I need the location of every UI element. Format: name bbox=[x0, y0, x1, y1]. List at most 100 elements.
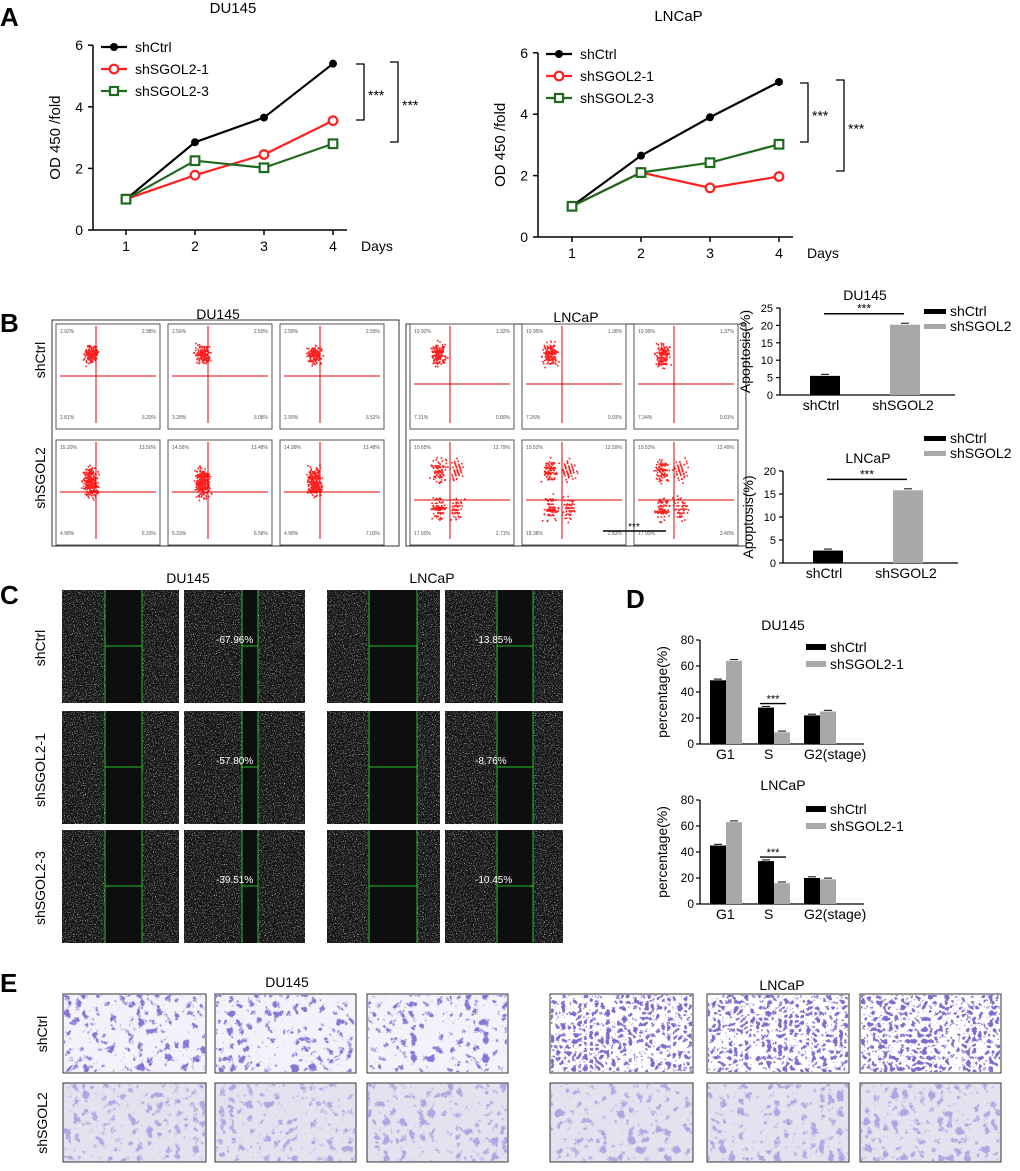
flow-dot bbox=[310, 468, 313, 470]
flow-dot bbox=[433, 348, 435, 350]
flow-dot bbox=[436, 516, 438, 519]
flow-dot bbox=[88, 475, 90, 478]
flow-dot bbox=[452, 509, 455, 511]
flow-dot bbox=[196, 358, 198, 361]
flow-dot bbox=[442, 347, 445, 350]
flow-dot bbox=[661, 512, 664, 514]
cycle-title: LNCaP bbox=[760, 777, 805, 793]
transwell-title-lncap: LNCaP bbox=[759, 977, 804, 993]
legend-label: shCtrl bbox=[830, 801, 867, 817]
flow-dot bbox=[198, 476, 200, 478]
wound-row-label: shSGOL2-3 bbox=[32, 851, 48, 925]
flow-dot bbox=[544, 471, 547, 473]
flow-dot bbox=[320, 348, 323, 351]
flow-dot bbox=[201, 355, 204, 357]
flow-dot bbox=[84, 356, 87, 358]
flow-dot bbox=[439, 463, 441, 466]
flow-dot bbox=[677, 465, 679, 468]
flow-dot bbox=[204, 477, 207, 479]
flow-dot bbox=[92, 485, 95, 487]
flow-dot bbox=[313, 470, 316, 473]
flow-dot bbox=[431, 517, 433, 520]
flow-dot bbox=[310, 355, 313, 358]
flow-dot bbox=[441, 346, 444, 349]
flow-dot bbox=[655, 467, 658, 470]
flow-dot bbox=[669, 346, 671, 348]
flow-dot bbox=[205, 362, 207, 365]
flow-dot bbox=[684, 457, 686, 459]
flow-dot bbox=[196, 352, 199, 354]
flow-dot bbox=[547, 514, 549, 516]
flow-dot bbox=[665, 363, 668, 366]
data-point bbox=[704, 157, 716, 169]
flow-dot bbox=[193, 352, 196, 354]
flow-dot bbox=[86, 472, 88, 475]
panel-label-a: A bbox=[0, 2, 19, 32]
flow-dot bbox=[86, 479, 89, 482]
flow-dot bbox=[666, 357, 668, 359]
flow-dot bbox=[441, 476, 443, 479]
flow-dot bbox=[451, 509, 453, 512]
flow-dot bbox=[87, 355, 90, 358]
flow-dot bbox=[316, 483, 318, 486]
flow-dot bbox=[203, 471, 206, 473]
flow-dot bbox=[203, 357, 206, 360]
flow-dot bbox=[199, 345, 201, 348]
flow-dot bbox=[433, 515, 436, 517]
flow-dot bbox=[89, 346, 92, 348]
flow-dot bbox=[456, 469, 459, 471]
flow-row-label-shsgol2: shSGOL2 bbox=[32, 447, 48, 509]
flow-dot bbox=[200, 475, 203, 478]
flow-dot bbox=[202, 490, 205, 492]
flow-dot bbox=[315, 360, 317, 363]
flow-dot bbox=[442, 512, 445, 515]
flow-dot bbox=[89, 492, 92, 494]
flow-dot bbox=[665, 501, 668, 503]
flow-dot bbox=[553, 352, 556, 355]
quadrant-q2: 13.48% bbox=[363, 445, 381, 451]
bar-shSGOL2-1-S bbox=[774, 883, 790, 904]
flow-dot bbox=[451, 505, 454, 508]
flow-dot bbox=[665, 351, 667, 354]
flow-dot bbox=[317, 471, 320, 473]
flow-dot bbox=[315, 358, 318, 361]
flow-dot bbox=[206, 483, 209, 486]
flow-dot bbox=[459, 465, 461, 468]
quadrant-q2: 2.50% bbox=[254, 329, 269, 335]
flow-dot bbox=[87, 479, 90, 481]
flow-dot bbox=[568, 467, 571, 469]
flow-dot bbox=[87, 480, 90, 483]
flow-dot bbox=[88, 351, 91, 354]
bar-shCtrl-G1 bbox=[710, 680, 726, 744]
flow-dot bbox=[551, 478, 553, 481]
flow-dot bbox=[663, 346, 666, 349]
flow-dot bbox=[311, 364, 313, 367]
flow-dot bbox=[93, 489, 96, 492]
flow-dot bbox=[549, 469, 551, 471]
flow-dot bbox=[553, 358, 555, 361]
flow-dot bbox=[434, 354, 437, 357]
y-tick-label: 10 bbox=[761, 355, 773, 367]
flow-dot bbox=[86, 477, 88, 479]
flow-dot bbox=[314, 495, 316, 498]
flow-dot bbox=[87, 358, 89, 361]
flow-dot bbox=[552, 349, 555, 352]
flow-dot bbox=[440, 351, 443, 354]
flow-dot bbox=[316, 477, 318, 480]
flow-dot bbox=[665, 505, 667, 507]
flow-dot bbox=[549, 467, 552, 469]
flow-dot bbox=[201, 349, 203, 352]
data-point bbox=[775, 77, 783, 86]
y-tick-label: 10 bbox=[764, 512, 776, 524]
flow-dot bbox=[665, 512, 668, 515]
flow-dot bbox=[435, 348, 438, 351]
flow-dot bbox=[309, 359, 312, 361]
flow-dot bbox=[197, 487, 200, 490]
flow-dot bbox=[549, 503, 551, 506]
flow-dot bbox=[570, 475, 573, 478]
transwell-row-label-shsgol2: shSGOL2 bbox=[34, 1092, 50, 1154]
flow-dot bbox=[553, 344, 556, 347]
flow-dot bbox=[316, 476, 318, 479]
flow-dot bbox=[199, 466, 202, 469]
quadrant-q3: 4.98% bbox=[60, 531, 75, 537]
